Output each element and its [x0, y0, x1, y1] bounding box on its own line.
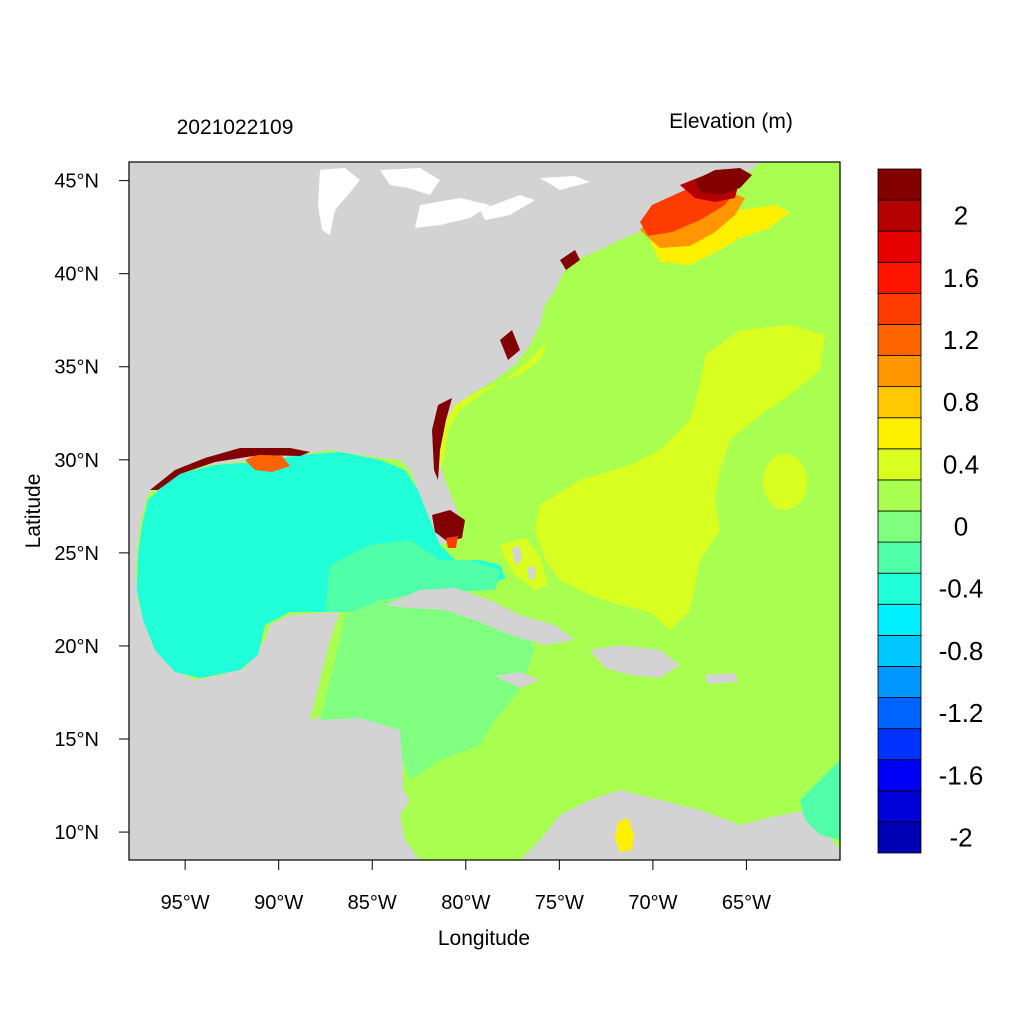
south-america-land — [520, 790, 840, 860]
x-axis-title: Longitude — [438, 927, 530, 950]
y-tick-label: 45°N — [54, 171, 99, 193]
colorbar-label: -0.8 — [939, 636, 984, 666]
colorbar-swatch — [877, 386, 922, 419]
colorbar-swatch — [877, 790, 922, 823]
atlantic-anomaly-blob — [763, 454, 807, 510]
colorbar-swatch — [877, 759, 922, 792]
yucatan-channel-water — [325, 540, 500, 612]
y-axis: 45°N 40°N 35°N 30°N 25°N 20°N 15°N 10°N — [54, 171, 129, 844]
y-tick-label: 15°N — [54, 729, 99, 751]
plot-border — [128, 161, 841, 861]
colorbar-swatch — [877, 199, 922, 232]
map-panel — [129, 162, 840, 860]
colorbar-swatch — [877, 541, 922, 574]
atlantic-positive-anomaly — [535, 325, 825, 630]
colorbar-label: 0.8 — [943, 387, 979, 417]
x-tick-label: 80°W — [441, 892, 490, 914]
gulf-of-mexico — [137, 452, 505, 678]
lake-maracaibo — [615, 818, 634, 852]
colorbar-swatch — [877, 324, 922, 356]
louisiana-coastal-fringe — [150, 448, 310, 490]
colorbar-swatch — [877, 728, 922, 761]
x-axis: 95°W 90°W 85°W 80°W 75°W 70°W 65°W — [161, 860, 771, 914]
y-tick-label: 40°N — [54, 264, 99, 286]
colorbar-swatch — [877, 355, 922, 388]
southeast-coastal-band — [440, 340, 548, 470]
colorbar-label: 1.2 — [943, 325, 979, 355]
lesser-antilles-water — [800, 760, 840, 840]
florida-tip-surge-edge — [446, 536, 458, 548]
y-tick-label: 20°N — [54, 636, 99, 658]
x-tick-label: 95°W — [161, 892, 210, 914]
colorbar — [877, 168, 922, 854]
colorbar-swatch — [877, 510, 922, 543]
x-tick-label: 90°W — [254, 892, 303, 914]
colorbar-label: 0.4 — [943, 449, 979, 479]
bahamas-shallows — [500, 538, 548, 590]
colorbar-swatch — [877, 168, 922, 201]
timestamp-label: 2021022109 — [177, 116, 294, 139]
hispaniola-land — [590, 645, 680, 678]
y-tick-label: 35°N — [54, 357, 99, 379]
colorbar-swatch — [877, 230, 922, 263]
x-tick-label: 65°W — [722, 892, 771, 914]
x-tick-label: 75°W — [535, 892, 584, 914]
y-tick-label: 30°N — [54, 450, 99, 472]
colorbar-swatch — [877, 697, 922, 730]
florida-tip-surge — [432, 510, 465, 542]
colorbar-label: -2 — [949, 822, 972, 852]
bahamas-islands — [512, 546, 536, 580]
colorbar-swatch — [877, 572, 922, 605]
variable-title: Elevation (m) — [669, 110, 793, 133]
x-tick-label: 85°W — [348, 892, 397, 914]
colorbar-label: -1.6 — [939, 760, 984, 790]
colorbar-swatch — [877, 448, 922, 481]
colorbar-swatch — [877, 666, 922, 698]
colorbar-label: 1.6 — [943, 263, 979, 293]
colorbar-swatch — [877, 292, 922, 325]
great-lakes — [318, 168, 590, 235]
colorbar-label: -0.4 — [939, 574, 984, 604]
gulf-of-maine-surge-peak — [695, 168, 752, 195]
colorbar-swatch — [877, 261, 922, 294]
colorbar-swatch — [877, 603, 922, 636]
colorbar-swatch — [877, 417, 922, 450]
colorbar-swatch — [877, 634, 922, 667]
colorbar-label: 0 — [954, 512, 968, 542]
colorbar-swatch — [877, 479, 922, 512]
y-tick-label: 10°N — [54, 822, 99, 844]
caribbean-sea — [320, 590, 535, 780]
puerto-rico-land — [705, 673, 738, 684]
colorbar-labels: -2 -1.6 -1.2 -0.8 -0.4 0 0.4 0.8 1.2 1.6 2 — [939, 201, 984, 853]
louisiana-coastal-surge — [245, 452, 290, 472]
north-america-land — [129, 162, 760, 860]
x-tick-label: 70°W — [628, 892, 677, 914]
y-tick-label: 25°N — [54, 543, 99, 565]
y-axis-title: Latitude — [22, 474, 45, 549]
colorbar-label: -1.2 — [939, 698, 984, 728]
jamaica-land — [495, 672, 540, 688]
colorbar-swatch — [877, 821, 922, 854]
cuba-land — [385, 588, 575, 645]
colorbar-label: 2 — [954, 201, 968, 231]
